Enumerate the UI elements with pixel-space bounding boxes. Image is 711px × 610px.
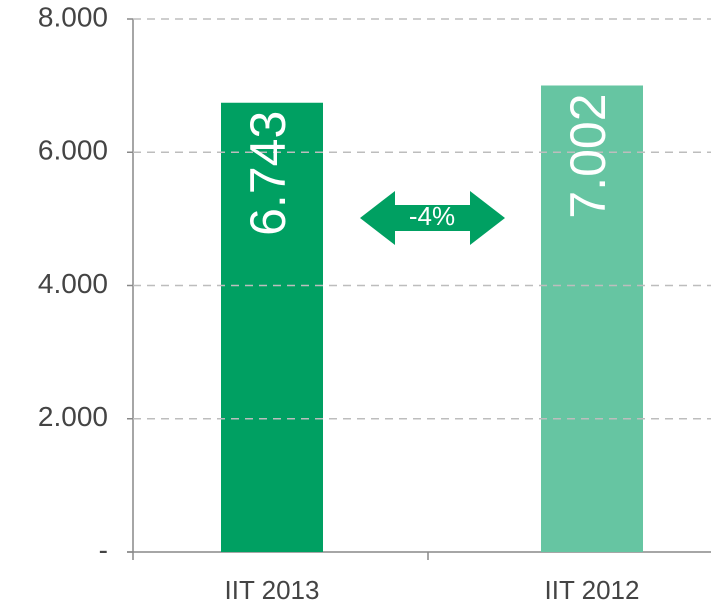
y-tick-label: 6.000 <box>38 135 108 166</box>
y-tick-label: 2.000 <box>38 401 108 432</box>
bar <box>541 85 643 552</box>
change-label: -4% <box>409 201 455 231</box>
x-tick-label: IIT 2012 <box>545 575 640 605</box>
y-tick-label: - <box>99 534 108 565</box>
bar <box>221 102 323 553</box>
value-label: 7.002 <box>560 93 616 218</box>
x-tick-label: IIT 2013 <box>225 575 320 605</box>
value-label: 6.743 <box>240 111 296 236</box>
y-tick-label: 4.000 <box>38 268 108 299</box>
y-tick-label: 8.000 <box>38 1 108 32</box>
change-arrow <box>360 191 505 245</box>
